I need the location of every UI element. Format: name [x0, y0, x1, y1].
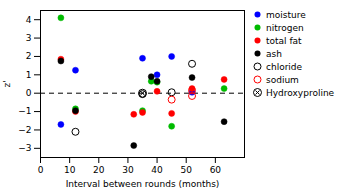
svg-text:4: 4 [26, 15, 32, 25]
svg-text:−3: −3 [18, 143, 31, 153]
svg-text:0: 0 [38, 165, 44, 175]
html-text:sodium: sodium [266, 74, 299, 85]
html-text:total fat: total fat [266, 35, 302, 46]
html-text:moisture: moisture [266, 9, 306, 20]
svg-text:3: 3 [26, 33, 32, 43]
svg-text:−1: −1 [18, 106, 31, 116]
svg-text:Interval between rounds (month: Interval between rounds (months) [66, 179, 220, 189]
svg-text:1: 1 [26, 70, 32, 80]
svg-text:z': z' [2, 80, 12, 87]
svg-text:20: 20 [93, 165, 105, 175]
svg-text:10: 10 [64, 165, 76, 175]
html-text:nitrogen: nitrogen [266, 22, 304, 33]
svg-text:2: 2 [26, 51, 32, 61]
svg-text:40: 40 [151, 165, 163, 175]
html-text:Hydroxyproline: Hydroxyproline [266, 87, 335, 98]
html-text:ash: ash [266, 48, 282, 59]
svg-text:60: 60 [210, 165, 222, 175]
svg-text:0: 0 [26, 88, 32, 98]
svg-text:50: 50 [180, 165, 192, 175]
html-text:chloride: chloride [266, 61, 303, 72]
svg-text:30: 30 [122, 165, 134, 175]
svg-text:−2: −2 [18, 125, 31, 135]
